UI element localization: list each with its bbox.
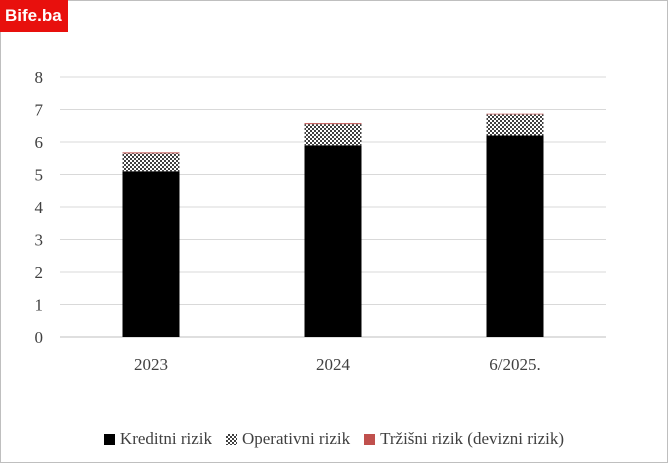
bar-kreditni-1: [304, 145, 362, 337]
y-tick-label: 0: [35, 328, 44, 347]
bar-kreditni-0: [122, 171, 180, 337]
bar-operativni-1: [304, 124, 362, 146]
legend-label: Operativni rizik: [241, 429, 351, 448]
chart-legend: Kreditni rizik Operativni rizik Tržišni ri…: [0, 429, 668, 449]
bar-operativni-2: [486, 114, 544, 136]
legend-swatch: [103, 433, 115, 445]
x-category-label: 6/2025.: [489, 355, 540, 374]
legend-label: Tržišni rizik (devizni rizik): [380, 429, 565, 448]
y-tick-label: 1: [35, 296, 44, 315]
x-category-label: 2023: [134, 355, 168, 374]
bar-kreditni-2: [486, 135, 544, 337]
legend-swatch: [364, 433, 376, 445]
bar-trzisni-2: [486, 113, 544, 115]
bar-operativni-0: [122, 153, 180, 172]
y-tick-label: 2: [35, 263, 44, 282]
y-tick-label: 8: [35, 68, 44, 87]
legend-item: Kreditni rizik: [103, 429, 212, 449]
legend-swatch: [225, 433, 237, 445]
x-category-label: 2024: [316, 355, 351, 374]
bife-watermark-logo: Bife.ba: [0, 0, 68, 32]
legend-item: Tržišni rizik (devizni rizik): [364, 429, 564, 449]
legend-label: Kreditni rizik: [119, 429, 212, 448]
y-tick-label: 7: [35, 101, 44, 120]
bar-trzisni-0: [122, 152, 180, 154]
y-tick-label: 5: [35, 166, 44, 185]
legend-item: Operativni rizik: [225, 429, 351, 449]
bar-trzisni-1: [304, 123, 362, 125]
y-tick-label: 4: [35, 198, 44, 217]
y-tick-label: 6: [35, 133, 44, 152]
y-tick-label: 3: [35, 231, 44, 250]
